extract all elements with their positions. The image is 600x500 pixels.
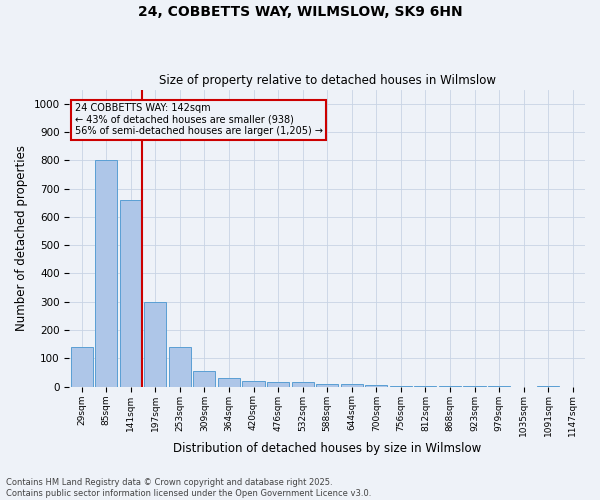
Bar <box>292 382 314 386</box>
Bar <box>120 200 142 386</box>
X-axis label: Distribution of detached houses by size in Wilmslow: Distribution of detached houses by size … <box>173 442 481 455</box>
Bar <box>169 347 191 387</box>
Bar <box>144 302 166 386</box>
Bar <box>95 160 117 386</box>
Bar <box>193 371 215 386</box>
Text: 24, COBBETTS WAY, WILMSLOW, SK9 6HN: 24, COBBETTS WAY, WILMSLOW, SK9 6HN <box>137 5 463 19</box>
Y-axis label: Number of detached properties: Number of detached properties <box>15 145 28 331</box>
Bar <box>242 381 265 386</box>
Bar <box>341 384 363 386</box>
Bar <box>267 382 289 386</box>
Text: 24 COBBETTS WAY: 142sqm
← 43% of detached houses are smaller (938)
56% of semi-d: 24 COBBETTS WAY: 142sqm ← 43% of detache… <box>74 103 323 136</box>
Bar <box>71 347 93 387</box>
Text: Contains HM Land Registry data © Crown copyright and database right 2025.
Contai: Contains HM Land Registry data © Crown c… <box>6 478 371 498</box>
Bar <box>316 384 338 386</box>
Title: Size of property relative to detached houses in Wilmslow: Size of property relative to detached ho… <box>159 74 496 87</box>
Bar <box>218 378 240 386</box>
